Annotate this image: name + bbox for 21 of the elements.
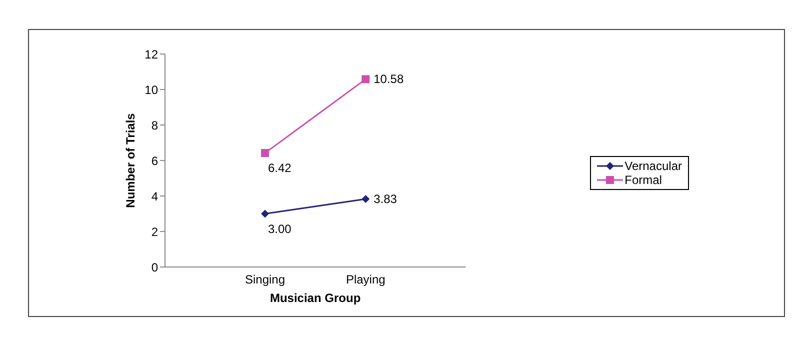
point [261, 149, 269, 158]
legend-label: Formal [624, 173, 662, 187]
y-axis-title: Number of Trials [123, 112, 138, 208]
data-label: 3.00 [268, 222, 292, 236]
data-label: 10.58 [374, 72, 404, 86]
x-tick-label: Playing [346, 272, 386, 287]
y-tick-label: 12 [144, 47, 158, 62]
y-tick-label: 2 [151, 224, 158, 239]
y-tick-label: 6 [151, 154, 158, 168]
data-label: 3.83 [374, 192, 398, 206]
legend-label: Vernacular [624, 159, 682, 173]
y-tick-label: 10 [144, 82, 158, 97]
y-tick-label: 0 [151, 260, 158, 274]
y-tick-label: 4 [151, 189, 158, 204]
x-tick-label: Singing [244, 272, 286, 287]
x-axis-title: Musician Group [270, 291, 361, 305]
point [362, 195, 370, 204]
point [261, 210, 269, 218]
data-label: 6.42 [268, 161, 292, 176]
y-tick-label: 8 [151, 118, 158, 132]
point [362, 75, 370, 84]
